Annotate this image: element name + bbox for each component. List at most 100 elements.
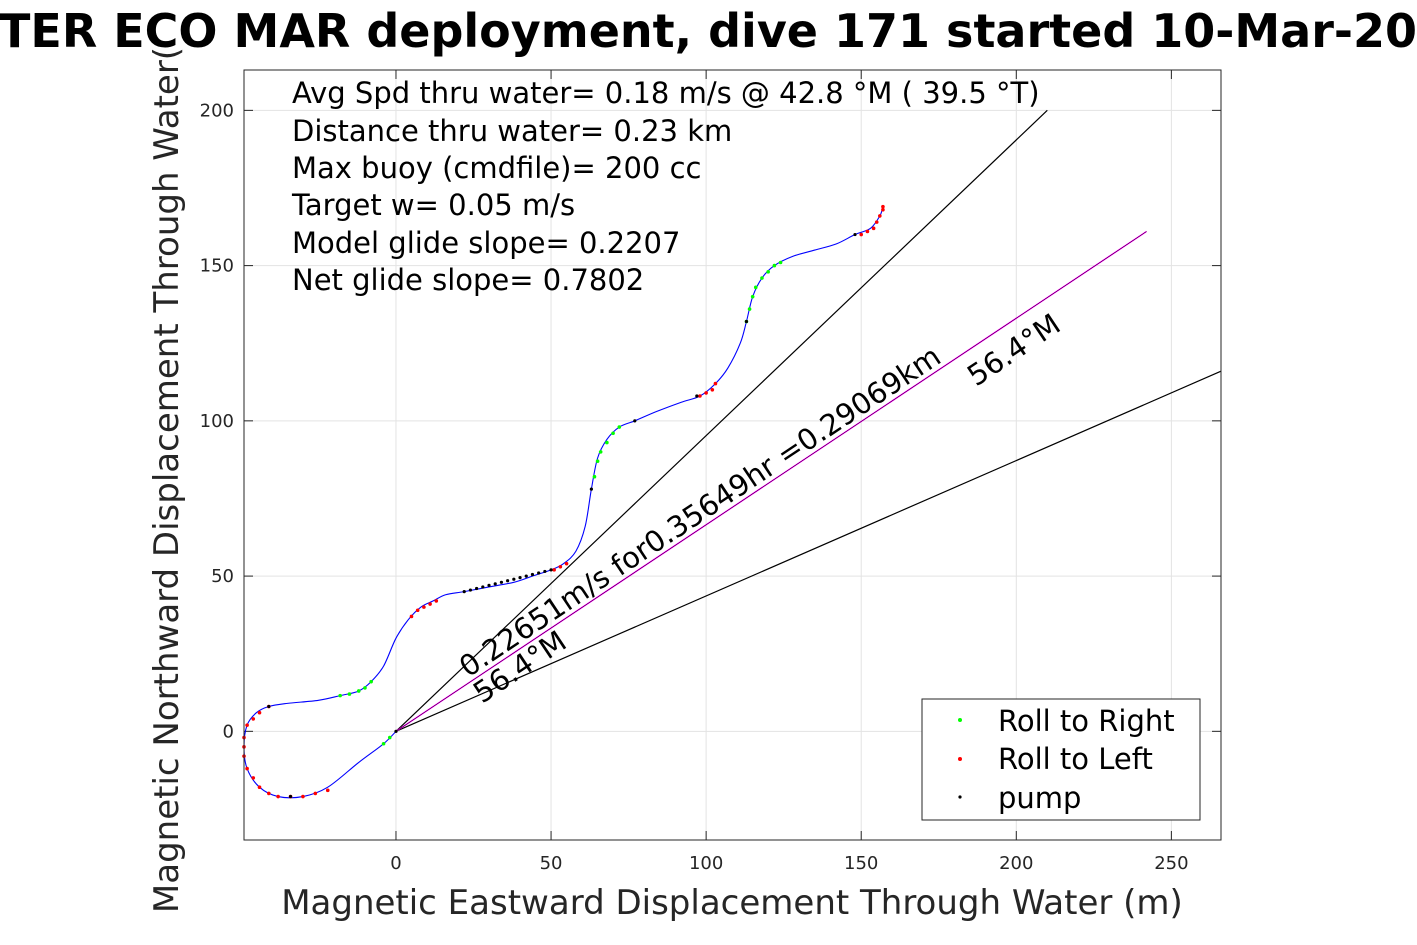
roll-left-point xyxy=(859,232,864,237)
pump-point xyxy=(695,394,699,398)
roll-right-point xyxy=(611,431,615,436)
x-tick-label: 250 xyxy=(1154,853,1188,874)
y-tick-label: 150 xyxy=(200,256,234,277)
roll-left-point xyxy=(276,794,280,799)
roll-left-point xyxy=(409,614,414,619)
roll-left-point xyxy=(313,791,318,796)
roll-left-point xyxy=(251,776,256,780)
pump-point xyxy=(487,583,491,588)
y-tick-label: 50 xyxy=(211,566,234,587)
roll-left-point xyxy=(422,605,426,609)
stats-line-net-glide: Net glide slope= 0.7802 xyxy=(292,263,644,297)
roll-right-point xyxy=(592,474,597,479)
roll-left-point xyxy=(713,381,718,386)
y-axis-label: Magnetic Northward Displacement Through … xyxy=(147,47,187,913)
roll-right-point xyxy=(369,679,373,684)
pump-point xyxy=(530,572,535,577)
stats-line-max-buoy: Max buoy (cmdfile)= 200 cc xyxy=(292,151,701,185)
y-tick-label: 100 xyxy=(200,411,234,432)
roll-left-point xyxy=(434,599,439,603)
x-axis-label: Magnetic Eastward Displacement Through W… xyxy=(281,883,1183,923)
chart-title: TER ECO MAR deployment, dive 171 started… xyxy=(0,4,1417,58)
roll-right-point xyxy=(363,686,367,690)
roll-left-point xyxy=(245,723,249,727)
reference-line xyxy=(395,109,1048,732)
x-tick-label: 150 xyxy=(844,853,878,874)
roll-right-point xyxy=(598,450,603,454)
heading-line xyxy=(395,231,1147,732)
roll-right-point xyxy=(595,459,600,464)
pump-point xyxy=(537,571,541,575)
axis-ticks: 0 50 100 150 200 250 0 50 100 150 200 xyxy=(200,70,1221,874)
plot-frame xyxy=(243,69,1222,841)
x-tick-label: 0 xyxy=(390,853,401,874)
roll-right-point xyxy=(356,689,361,693)
roll-right-point xyxy=(772,263,777,268)
roll-left-point xyxy=(267,791,271,796)
pump-point xyxy=(288,794,293,799)
roll-left-point xyxy=(245,766,249,771)
roll-right-point xyxy=(753,285,758,290)
roll-left-point xyxy=(428,602,432,606)
pump-point xyxy=(475,586,479,591)
pump-point xyxy=(744,319,749,324)
pump-point xyxy=(481,585,485,589)
pump-point xyxy=(394,729,398,733)
roll-left-point xyxy=(301,794,305,799)
roll-left-point xyxy=(257,785,262,790)
roll-right-point xyxy=(747,307,752,311)
reference-line xyxy=(395,370,1222,732)
stats-line-distance: Distance thru water= 0.23 km xyxy=(292,114,732,148)
roll-right-point xyxy=(617,425,622,429)
pump-point xyxy=(549,568,553,572)
legend-label-pump: pump xyxy=(998,781,1081,815)
stats-block: Avg Spd thru water= 0.18 m/s @ 42.8 °M (… xyxy=(291,76,1040,297)
roll-right-point xyxy=(605,440,609,445)
roll-left-point xyxy=(874,220,879,224)
reference-lines xyxy=(395,109,1222,732)
pump-point xyxy=(499,580,504,584)
roll-right-point xyxy=(381,741,386,746)
roll-left-point xyxy=(704,391,708,395)
roll-left-point xyxy=(564,561,569,566)
grid-lines xyxy=(244,70,1221,840)
roll-left-point xyxy=(881,204,885,209)
roll-left-point xyxy=(865,229,870,234)
roll-left-point xyxy=(325,788,330,793)
legend-label-roll-left: Roll to Left xyxy=(998,742,1153,776)
roll-left-point xyxy=(415,608,420,613)
x-tick-label: 100 xyxy=(689,853,723,874)
pump-point xyxy=(468,588,473,592)
y-tick-label: 200 xyxy=(200,100,234,121)
roll-left-point xyxy=(871,226,876,231)
legend-label-roll-right: Roll to Right xyxy=(998,704,1175,738)
roll-left-point xyxy=(552,568,556,572)
pump-point xyxy=(267,704,271,709)
legend-marker-roll-right xyxy=(958,718,962,722)
legend-marker-roll-left xyxy=(958,757,962,761)
pump-point xyxy=(633,419,637,423)
pump-point xyxy=(543,569,547,574)
roll-left-point xyxy=(251,717,256,721)
roll-left-point xyxy=(710,387,715,392)
stats-line-target-w: Target w= 0.05 m/s xyxy=(291,188,575,222)
pump-point xyxy=(853,232,857,237)
pump-point xyxy=(518,576,522,580)
stats-line-avg-speed: Avg Spd thru water= 0.18 m/s @ 42.8 °M (… xyxy=(292,76,1040,110)
pump-point xyxy=(462,590,466,594)
y-tick-label: 0 xyxy=(223,721,234,742)
pump-point xyxy=(589,487,593,491)
x-tick-label: 200 xyxy=(999,853,1033,874)
legend-box xyxy=(921,698,1201,821)
roll-right-point xyxy=(778,260,783,265)
roll-left-point xyxy=(558,564,563,569)
marker-layer xyxy=(242,204,885,799)
legend-marker-pump xyxy=(958,795,962,799)
roll-left-point xyxy=(878,214,882,218)
stats-line-model-glide: Model glide slope= 0.2207 xyxy=(292,226,680,260)
roll-left-point xyxy=(881,207,885,212)
roll-left-point xyxy=(698,394,702,398)
roll-left-point xyxy=(257,710,262,715)
roll-right-point xyxy=(766,270,770,274)
